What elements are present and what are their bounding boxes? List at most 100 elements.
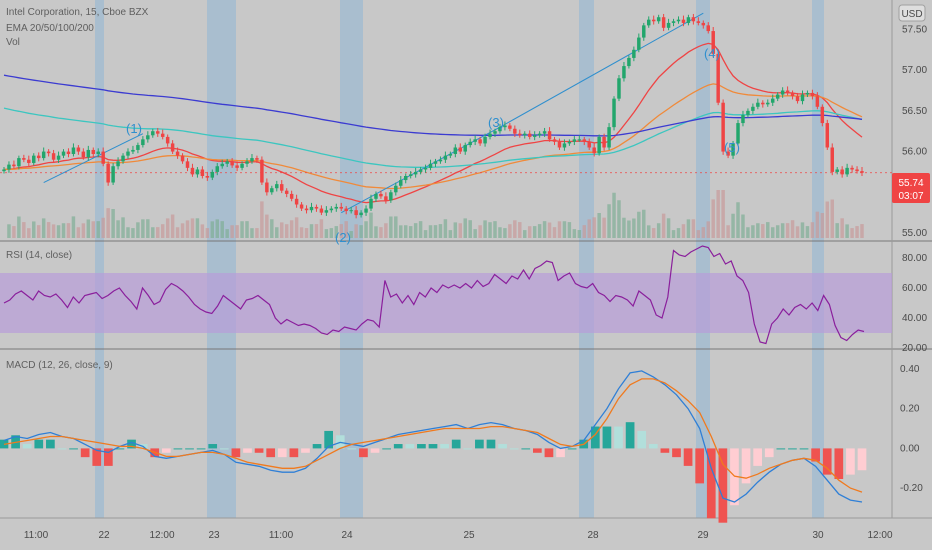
candle [210,169,215,181]
time-tick-label: 12:00 [149,530,174,541]
volume-bar [165,218,170,238]
candle [602,133,606,151]
volume-bar [389,216,393,238]
volume-bar [156,227,160,238]
volume-bar [175,227,180,238]
candle [324,206,329,216]
candle [775,92,780,102]
macd-histogram-bar [834,448,844,479]
candle [403,173,408,184]
currency-button[interactable]: USD [898,4,926,22]
currency-label: USD [901,9,922,20]
macd-histogram-bar [544,448,554,458]
candle [250,154,254,164]
candle [389,189,393,203]
signal-line [3,378,863,493]
candle [289,190,294,202]
candle [121,153,125,164]
volume-bar [12,226,16,238]
time-tick-label: 23 [208,530,220,541]
candle [344,206,348,215]
candle [805,90,810,98]
candle [428,159,433,171]
volume-bar [696,230,701,238]
candle [815,92,820,110]
volume-bar [230,225,234,238]
volume-bar [542,221,547,238]
candle [46,149,51,157]
macd-histogram-bar [602,426,612,449]
volume-bar [235,225,239,238]
macd-histogram-bar [486,439,496,449]
price-tick-label: 56.00 [902,147,927,158]
volume-bar [741,214,745,238]
macd-histogram-bar [718,448,728,523]
candle [364,205,368,216]
candle [845,163,849,177]
candle [240,161,244,171]
session-band [95,0,104,518]
volume-bar [647,225,651,238]
macd-histogram-bar [417,444,426,449]
volume-bar [46,222,51,238]
volume-bar [364,221,368,238]
macd-histogram-bar [509,448,519,450]
volume-bar [523,230,527,238]
wave-label-5: (5) [724,140,740,155]
volume-bar [845,224,849,238]
candle [567,139,572,146]
volume-bar [56,225,61,238]
volume-bar [151,227,155,238]
volume-bar [111,209,115,238]
candle [61,149,66,159]
candle [230,158,234,168]
volume-bar [661,213,666,238]
price-tick-label: 56.50 [902,106,927,117]
macd-tick-label: 0.40 [900,364,920,375]
volume-bar [41,218,46,238]
candle [741,110,745,127]
candle [220,159,224,169]
volume-bar [572,229,577,238]
volume-bar [498,227,502,238]
candle [294,194,299,208]
volume-bar [681,224,686,238]
volume-bar [215,219,219,238]
volume-bar [428,225,433,238]
candle [855,166,859,174]
candle [537,131,542,138]
volume-bar [527,226,532,238]
candle [22,154,26,163]
candle [706,22,710,34]
chart-title: Intel Corporation, 15, Cboe BZX [6,7,149,18]
volume-bar [458,223,463,238]
volume-bar [329,228,334,238]
volume-bar [840,218,844,238]
macd-histogram-bar [451,439,461,449]
volume-bar [780,223,785,238]
candle [513,125,517,137]
candle [795,92,800,104]
volume-bar [423,230,428,238]
candle [721,99,725,155]
volume-bar [493,221,497,238]
countdown-timer: 03:07 [898,191,923,202]
candle [483,133,487,147]
volume-bar [746,227,750,238]
candle [637,33,641,53]
volume-bar [319,219,324,238]
session-band [579,0,594,518]
volume-bar [210,221,215,238]
volume-bar [359,225,363,238]
volume-bar [136,222,140,238]
volume-bar [408,226,413,238]
wave-label-4: (4) [704,46,720,61]
volume-bar [711,199,715,238]
price-tick-label: 57.00 [902,65,927,76]
macd-histogram-bar [857,448,867,471]
candle [761,100,765,108]
candle [632,46,636,62]
volume-bar [656,223,661,238]
candle [622,62,626,82]
